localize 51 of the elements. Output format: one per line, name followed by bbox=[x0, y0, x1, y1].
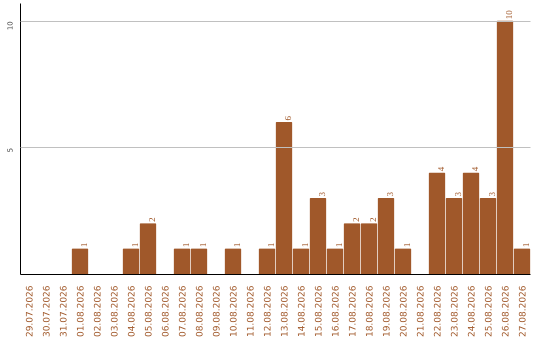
x-tick-label: 31.07.2026 bbox=[60, 285, 70, 338]
x-tick-label: 22.08.2026 bbox=[434, 285, 444, 338]
x-tick-label: 14.08.2026 bbox=[298, 285, 308, 338]
data-label: 6 bbox=[283, 116, 293, 121]
data-label: 4 bbox=[470, 166, 480, 172]
x-tick-label: 12.08.2026 bbox=[264, 285, 274, 338]
x-tick-label: 03.08.2026 bbox=[110, 285, 120, 338]
data-label: 4 bbox=[436, 166, 446, 172]
data-label: 1 bbox=[232, 242, 242, 248]
x-tick-label: 11.08.2026 bbox=[246, 285, 256, 338]
x-tick-label: 08.08.2026 bbox=[196, 285, 206, 338]
x-tick-label: 10.08.2026 bbox=[230, 285, 240, 338]
x-tick-label: 19.08.2026 bbox=[382, 285, 392, 338]
x-tick-label: 07.08.2026 bbox=[178, 285, 188, 338]
data-label: 1 bbox=[198, 242, 208, 248]
data-label: 10 bbox=[504, 10, 514, 20]
x-tick-label: 21.08.2026 bbox=[416, 285, 426, 338]
data-label: 2 bbox=[368, 217, 378, 222]
x-tick-label: 24.08.2026 bbox=[468, 285, 478, 338]
data-label: 3 bbox=[453, 192, 463, 197]
data-label: 1 bbox=[300, 242, 310, 248]
x-tick-label: 20.08.2026 bbox=[400, 285, 410, 338]
data-label: 2 bbox=[351, 217, 361, 222]
x-tick-label: 18.08.2026 bbox=[366, 285, 376, 338]
data-label: 3 bbox=[317, 192, 327, 197]
data-label: 1 bbox=[402, 242, 412, 248]
data-label: 1 bbox=[130, 242, 140, 248]
x-tick-label: 09.08.2026 bbox=[212, 285, 222, 338]
x-tick-label: 02.08.2026 bbox=[94, 285, 104, 338]
data-label: 1 bbox=[334, 242, 344, 248]
x-tick-label: 05.08.2026 bbox=[144, 285, 154, 338]
x-tick-label: 27.08.2026 bbox=[518, 285, 528, 338]
x-tick-label: 16.08.2026 bbox=[332, 285, 342, 338]
data-label: 1 bbox=[266, 242, 276, 248]
x-tick-label: 30.07.2026 bbox=[42, 285, 52, 338]
x-tick-label: 17.08.2026 bbox=[348, 285, 358, 338]
x-tick-label: 13.08.2026 bbox=[280, 285, 290, 338]
data-label: 1 bbox=[79, 242, 89, 248]
data-label: 1 bbox=[521, 242, 531, 248]
x-tick-label: 01.08.2026 bbox=[76, 285, 86, 338]
data-label: 3 bbox=[385, 192, 395, 197]
x-tick-label: 23.08.2026 bbox=[450, 285, 460, 338]
data-label: 1 bbox=[181, 242, 191, 248]
x-tick-label: 15.08.2026 bbox=[314, 285, 324, 338]
x-tick-label: 06.08.2026 bbox=[162, 285, 172, 338]
x-tick-label: 26.08.2026 bbox=[502, 285, 512, 338]
x-tick-label: 29.07.2026 bbox=[26, 285, 36, 338]
data-label: 2 bbox=[147, 217, 157, 222]
data-label: 3 bbox=[487, 192, 497, 197]
x-tick-label: 25.08.2026 bbox=[484, 285, 494, 338]
x-tick-label: 04.08.2026 bbox=[128, 285, 138, 338]
